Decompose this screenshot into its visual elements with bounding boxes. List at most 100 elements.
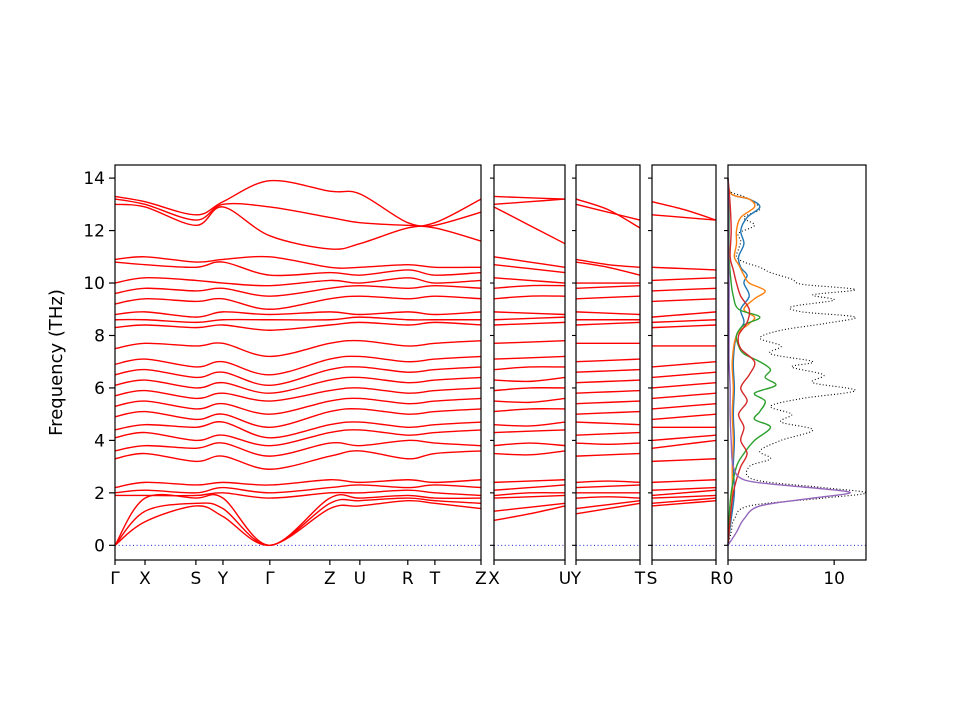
y-tick-label: 10 <box>83 274 105 294</box>
panel-frame <box>651 164 717 561</box>
k-point-label: Γ <box>265 569 275 589</box>
band-curve <box>114 284 482 297</box>
band-curve <box>575 452 641 457</box>
band-curve <box>114 198 482 228</box>
band-curve <box>114 429 482 447</box>
band-curve <box>493 284 566 289</box>
band-curve <box>114 499 482 547</box>
band-curve <box>114 479 482 489</box>
band-curve <box>651 266 717 271</box>
band-curve <box>651 361 717 368</box>
band-curve <box>114 277 482 287</box>
band-curve <box>575 484 641 489</box>
pdos-green-curve <box>727 178 777 546</box>
pdos-orange-curve <box>727 177 766 546</box>
band-curve <box>651 402 717 410</box>
band-curve <box>575 500 641 510</box>
k-point-label: R <box>710 569 722 589</box>
band-curve <box>493 442 566 447</box>
y-tick-label: 12 <box>83 222 105 242</box>
band-curve <box>114 179 482 227</box>
band-curve <box>114 321 482 331</box>
k-point-label: S <box>190 569 201 589</box>
band-curve <box>575 203 641 221</box>
band-curve <box>493 505 566 522</box>
band-curve <box>493 397 566 404</box>
band-curve <box>651 298 717 303</box>
band-curve <box>651 413 717 421</box>
band-curve <box>651 381 717 389</box>
band-curve <box>493 387 566 392</box>
band-curve <box>575 358 641 363</box>
band-curve <box>651 277 717 282</box>
band-curve <box>493 376 566 383</box>
k-point-label: T <box>429 569 441 589</box>
band-curve <box>493 429 566 434</box>
y-axis-title: Frequency (THz) <box>46 289 67 436</box>
band-curve <box>651 500 717 507</box>
panel-frame <box>114 164 482 561</box>
band-curve <box>651 494 717 499</box>
band-curve <box>493 198 566 206</box>
band-curve <box>114 261 482 277</box>
band-curve <box>493 311 566 316</box>
band-curve <box>651 214 717 221</box>
y-tick-label: 14 <box>83 169 105 189</box>
band-curve <box>493 295 566 300</box>
band-curve <box>651 311 717 318</box>
band-curve <box>114 421 482 439</box>
band-curve <box>651 486 717 491</box>
y-tick-label: 6 <box>94 379 105 399</box>
k-point-label: U <box>559 569 571 589</box>
k-point-label: X <box>488 569 500 589</box>
band-curve <box>114 295 482 310</box>
band-curve <box>575 261 641 276</box>
panel-frame <box>727 164 867 561</box>
band-curve <box>651 319 717 324</box>
band-curve <box>575 295 641 300</box>
k-point-label: Y <box>217 569 229 589</box>
pdos-purple-curve <box>727 178 851 546</box>
band-curve <box>575 400 641 405</box>
k-point-label: T <box>634 569 646 589</box>
panel-frame <box>493 164 566 561</box>
k-point-label: Z <box>475 569 487 589</box>
panel-frame <box>575 164 641 561</box>
band-curve <box>493 494 566 499</box>
band-curve <box>493 316 566 321</box>
band-curve <box>575 198 641 229</box>
band-curve <box>114 408 482 428</box>
band-curve <box>114 387 482 402</box>
band-curve <box>651 479 717 484</box>
k-point-label: R <box>402 569 414 589</box>
band-curve <box>575 421 641 426</box>
band-curve <box>575 258 641 268</box>
band-curve <box>114 311 482 318</box>
band-curve <box>493 195 566 200</box>
band-curve <box>575 389 641 394</box>
band-curve <box>651 324 717 329</box>
y-tick-label: 4 <box>94 431 105 451</box>
total-dos-curve <box>727 178 867 546</box>
k-point-label: Y <box>570 569 582 589</box>
y-tick-label: 8 <box>94 326 105 346</box>
band-curve <box>114 316 481 324</box>
k-point-label: Z <box>324 569 336 589</box>
band-curve <box>575 431 641 436</box>
band-curve <box>651 497 717 505</box>
band-curve <box>493 491 566 497</box>
band-curve <box>493 366 566 371</box>
band-curve <box>493 502 566 512</box>
band-curve <box>114 497 482 547</box>
pdos-blue-curve <box>727 177 761 546</box>
band-curve <box>493 450 566 456</box>
k-point-label: S <box>647 569 658 589</box>
band-curve <box>493 408 566 413</box>
band-curve <box>575 410 641 415</box>
band-curve <box>114 484 482 494</box>
band-curve <box>493 479 566 484</box>
band-curve <box>575 284 641 289</box>
band-curve <box>493 355 566 360</box>
